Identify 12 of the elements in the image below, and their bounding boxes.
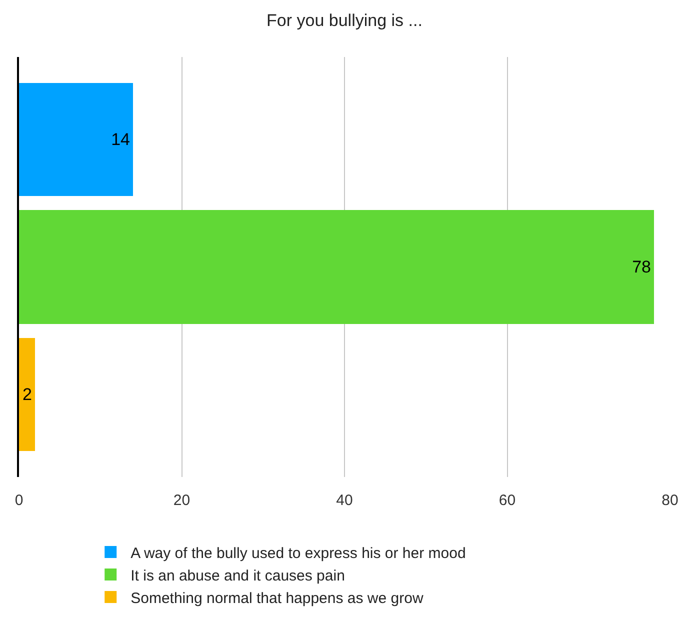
data-label: 14 <box>111 130 130 149</box>
chart-title: For you bullying is ... <box>266 10 422 30</box>
x-tick-label: 40 <box>336 492 353 509</box>
legend-label: A way of the bully used to express his or her mood <box>130 544 466 562</box>
legend-label: It is an abuse and it causes pain <box>130 567 345 584</box>
data-label: 78 <box>632 258 651 276</box>
legend-label: Something normal that happens as we grow <box>130 590 424 607</box>
data-label: 2 <box>22 385 32 404</box>
x-tick-label: 80 <box>662 492 678 509</box>
x-tick-label: 60 <box>498 492 516 509</box>
x-tick-label: 0 <box>14 492 24 509</box>
x-tick-label: 20 <box>173 492 190 509</box>
